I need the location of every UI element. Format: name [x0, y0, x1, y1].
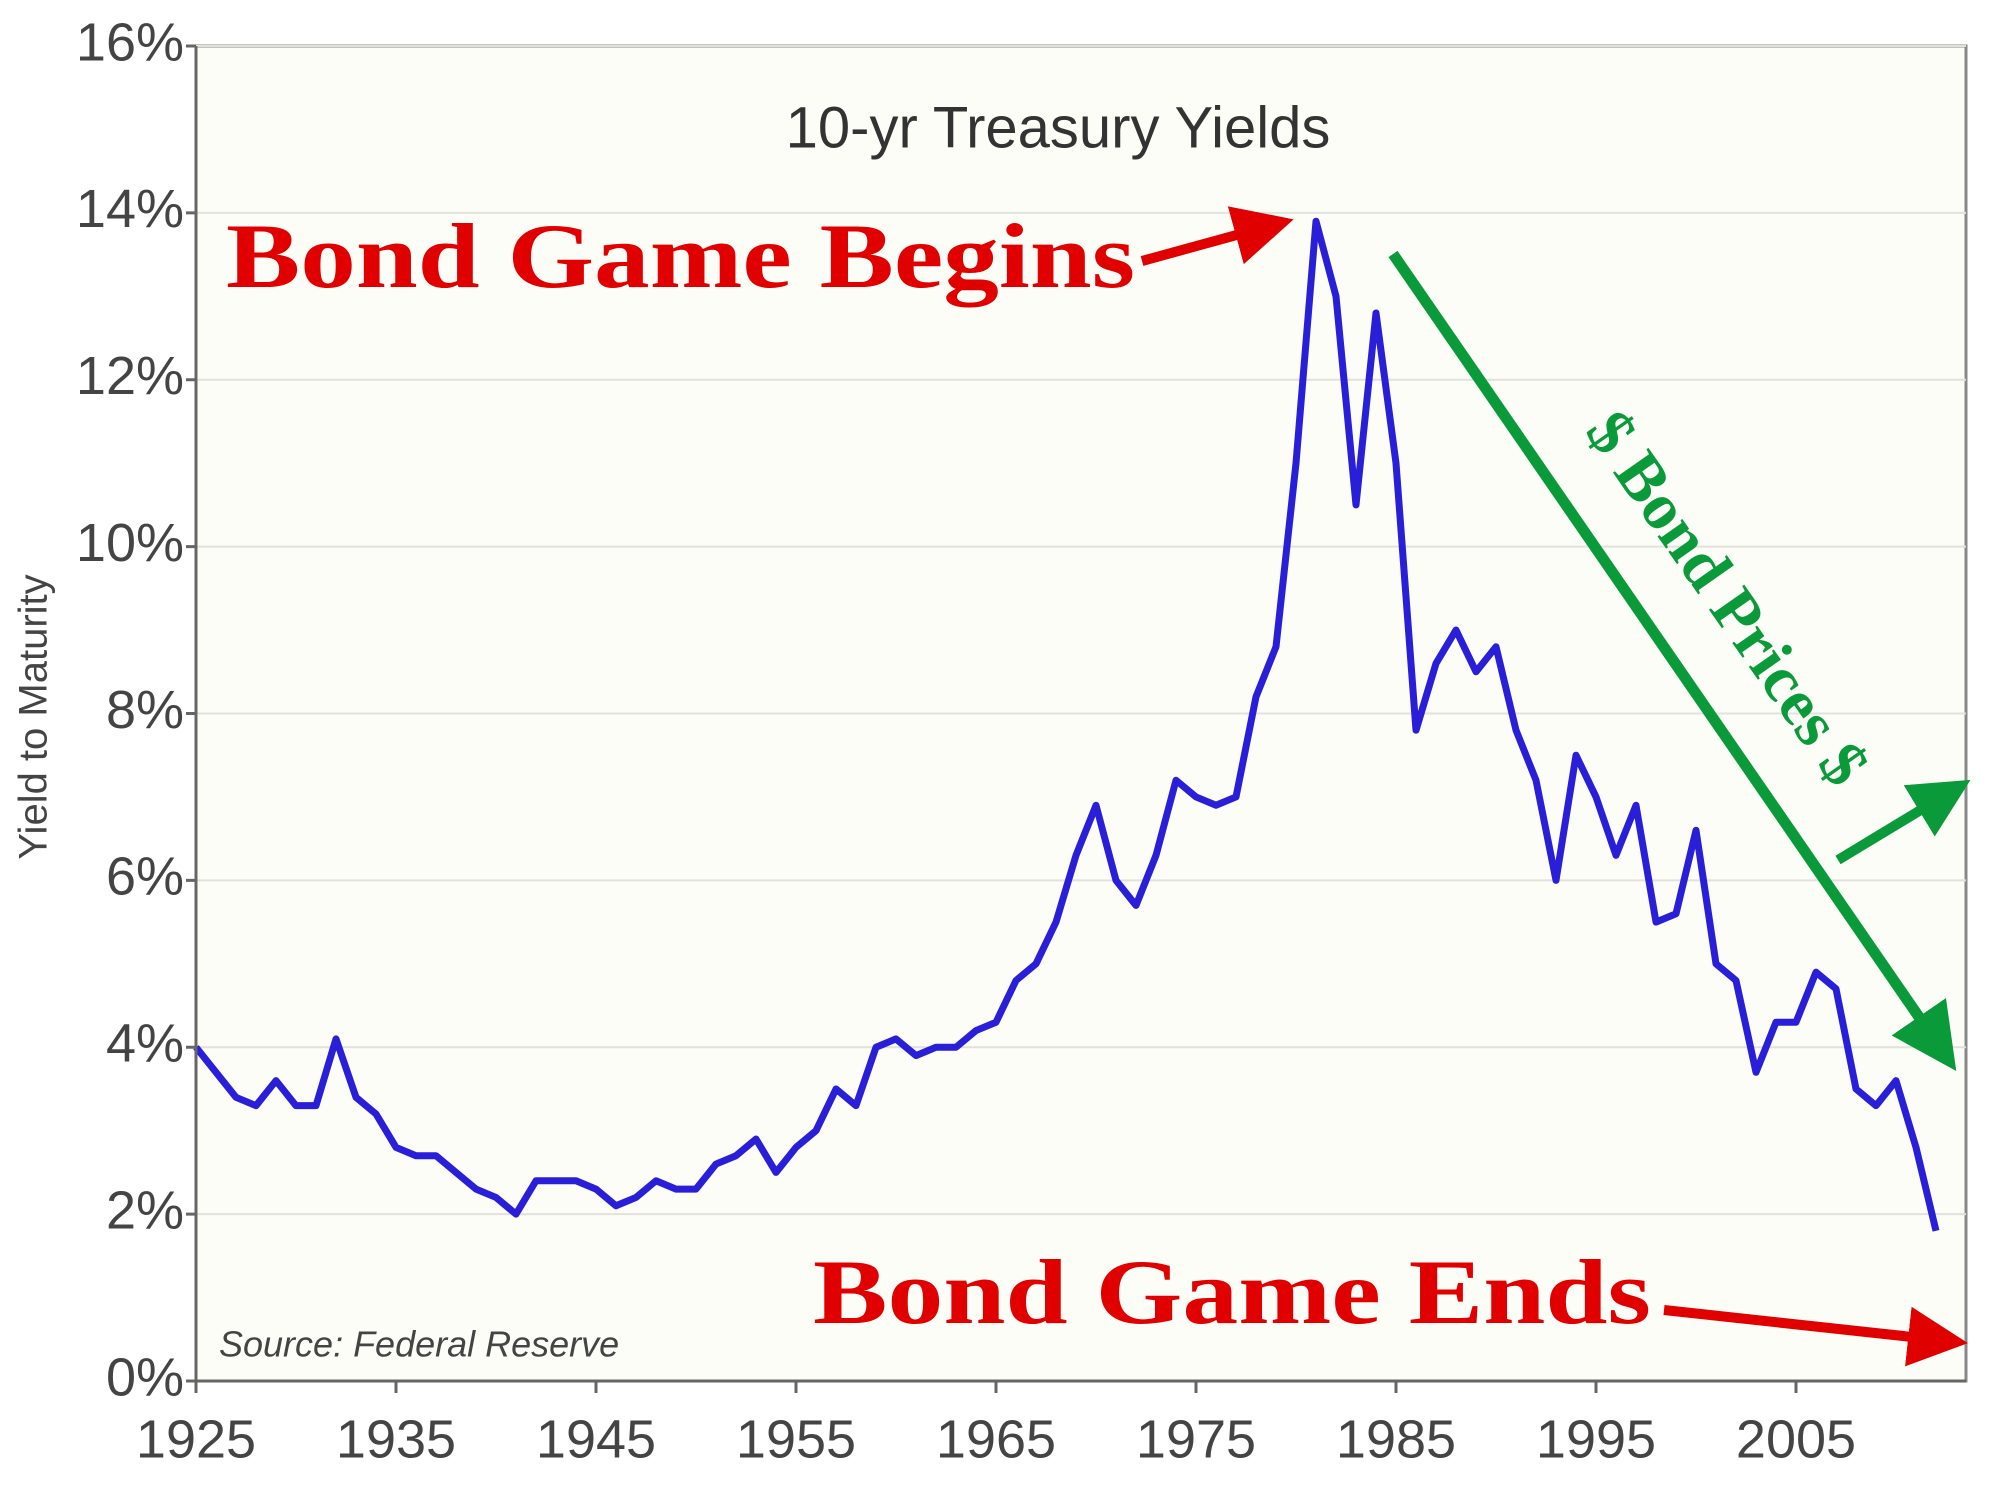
y-tick-label: 8% [106, 680, 184, 740]
chart-title: 10-yr Treasury Yields [786, 95, 1331, 160]
arrow [1663, 1305, 1968, 1367]
x-tick-label: 2005 [1736, 1409, 1856, 1469]
x-tick-label: 1965 [936, 1409, 1056, 1469]
annotation: Bond Game Ends [813, 1241, 1651, 1343]
arrow [1388, 250, 1957, 1072]
y-tick-label: 0% [106, 1347, 184, 1407]
annotation: Bond Game Begins [226, 205, 1135, 307]
y-tick-label: 4% [106, 1014, 184, 1074]
x-tick-label: 1985 [1336, 1409, 1456, 1469]
y-tick-label: 16% [76, 12, 184, 72]
y-tick-label: 10% [76, 513, 184, 573]
x-tick-label: 1995 [1536, 1409, 1656, 1469]
series [193, 217, 1940, 1232]
arrow [1835, 779, 1971, 865]
y-tick-label: 6% [106, 847, 184, 907]
source: Source: Federal Reserve [219, 1324, 619, 1365]
y-tick-label: 12% [76, 346, 184, 406]
x-tick-label: 1955 [736, 1409, 856, 1469]
x-tick-label: 1925 [136, 1409, 256, 1469]
y-tick-label: 2% [106, 1180, 184, 1240]
x-tick-label: 1945 [536, 1409, 656, 1469]
y-axis-label: Yield to Maturity [12, 574, 56, 859]
arrow [1140, 206, 1294, 266]
x-tick-label: 1975 [1136, 1409, 1256, 1469]
x-tick-label: 1935 [336, 1409, 456, 1469]
line [193, 217, 1940, 1232]
y-tick-label: 14% [76, 179, 184, 239]
